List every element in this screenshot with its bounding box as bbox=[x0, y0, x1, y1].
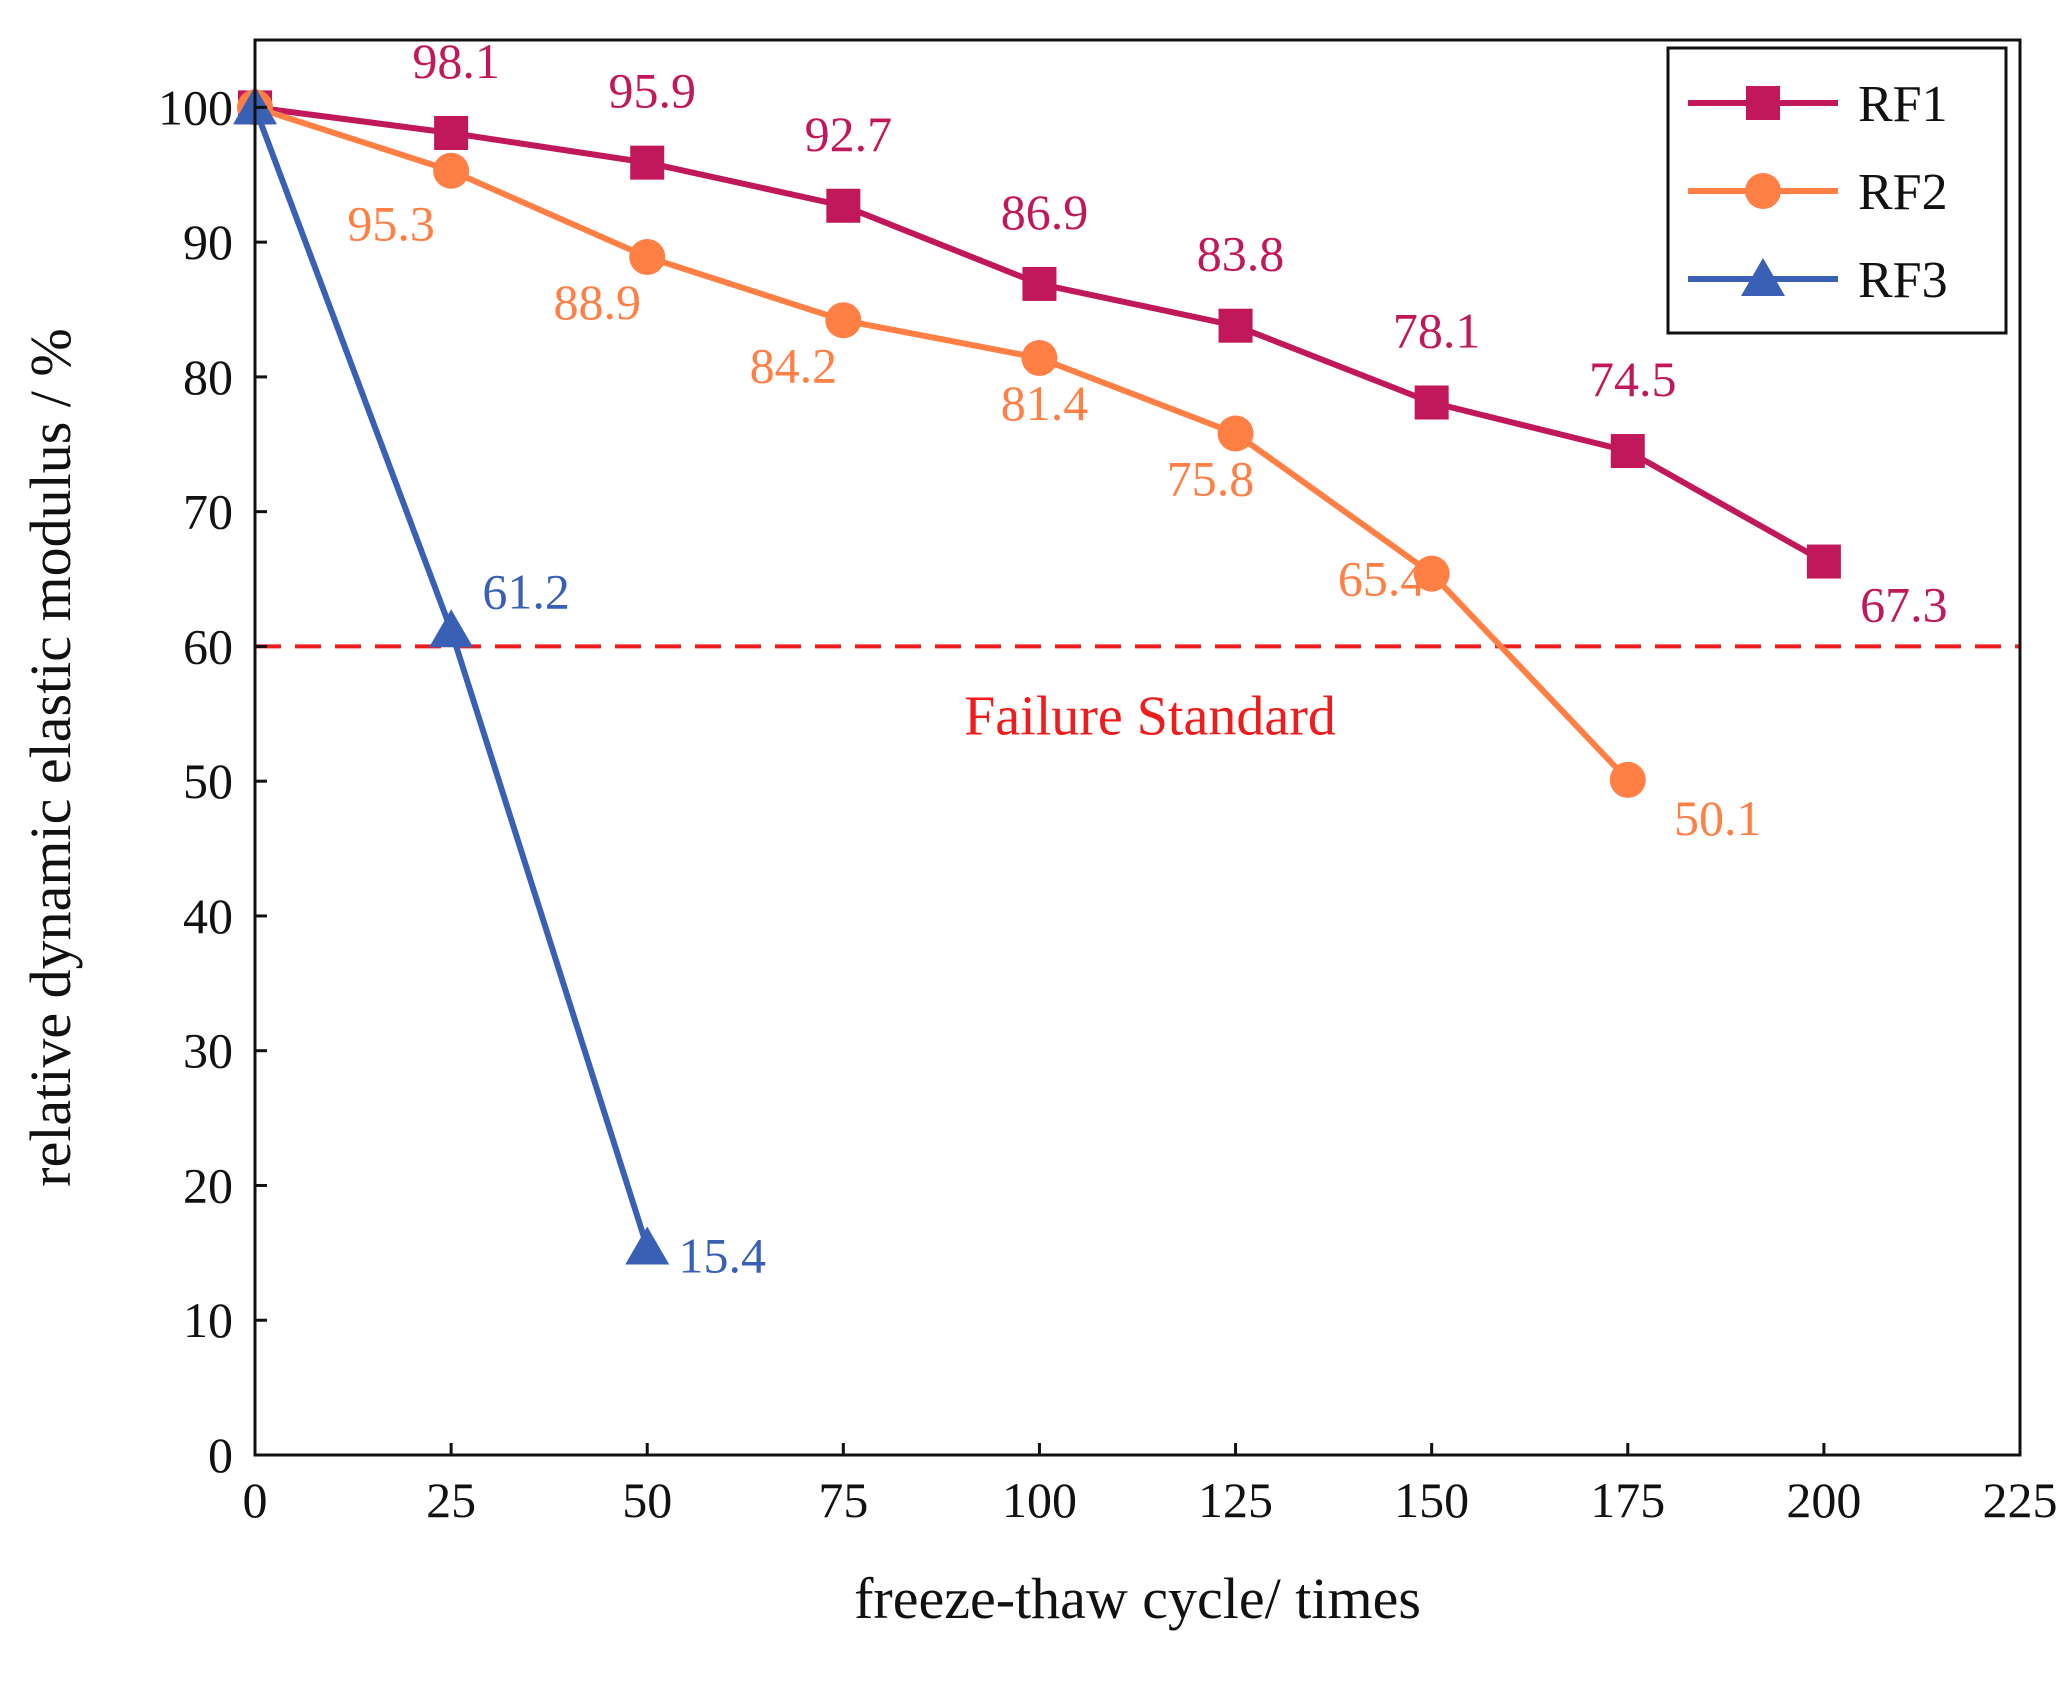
point-rf1-7 bbox=[1610, 434, 1645, 469]
y-axis-title: relative dynamic elastic modulus / % bbox=[18, 328, 83, 1186]
point-rf3-2 bbox=[625, 1226, 670, 1265]
y-tick-label-1: 10 bbox=[183, 1292, 233, 1348]
data-label-rf2-7: 50.1 bbox=[1674, 790, 1762, 846]
series-group bbox=[233, 86, 1841, 1265]
legend-marker-rf2 bbox=[1745, 173, 1781, 209]
y-tick-label-9: 90 bbox=[183, 214, 233, 270]
data-label-rf1-3: 92.7 bbox=[805, 106, 893, 162]
y-tick-label-5: 50 bbox=[183, 753, 233, 809]
series-rf2 bbox=[237, 89, 1646, 798]
y-tick-label-0: 0 bbox=[208, 1427, 233, 1483]
point-rf1-8 bbox=[1806, 544, 1841, 579]
point-rf1-3 bbox=[826, 188, 861, 223]
x-tick-label-3: 75 bbox=[818, 1472, 868, 1528]
y-tick-label-6: 60 bbox=[183, 618, 233, 674]
x-tick-label-8: 200 bbox=[1786, 1472, 1861, 1528]
failure-standard-group: Failure Standard bbox=[255, 644, 2020, 747]
legend-marker-rf3 bbox=[1741, 258, 1785, 296]
legend-label-rf3: RF3 bbox=[1858, 252, 1948, 309]
plot-area-frame bbox=[253, 38, 2022, 1457]
x-tick-label-4: 100 bbox=[1002, 1472, 1077, 1528]
data-label-rf1-7: 74.5 bbox=[1589, 351, 1677, 407]
point-rf2-1 bbox=[433, 152, 470, 189]
data-label-rf2-1: 95.3 bbox=[347, 196, 435, 252]
x-tick-label-5: 125 bbox=[1198, 1472, 1273, 1528]
data-label-rf1-4: 86.9 bbox=[1001, 184, 1089, 240]
y-tick-label-2: 20 bbox=[183, 1157, 233, 1213]
point-rf1-6 bbox=[1414, 385, 1449, 420]
data-label-rf1-2: 95.9 bbox=[608, 63, 696, 119]
data-labels-group: 98.1 95.9 92.7 86.9 83.8 78.1 74.5 67.3 95.3 88.9… bbox=[347, 33, 1947, 1283]
x-tick-label-6: 150 bbox=[1394, 1472, 1469, 1528]
data-label-rf1-6: 78.1 bbox=[1393, 303, 1481, 359]
series-rf3 bbox=[233, 86, 670, 1265]
series-rf1 bbox=[238, 90, 1841, 579]
legend-item-rf3: RF3 bbox=[1688, 252, 1948, 309]
y-tick-label-4: 40 bbox=[183, 888, 233, 944]
x-tick-label-9: 225 bbox=[1983, 1472, 2058, 1528]
point-rf2-7 bbox=[1609, 761, 1646, 798]
x-tick-label-2: 50 bbox=[622, 1472, 672, 1528]
point-rf3-1 bbox=[429, 609, 474, 648]
point-rf1-1 bbox=[434, 115, 469, 150]
data-label-rf2-2: 88.9 bbox=[553, 274, 641, 330]
legend-item-rf2: RF2 bbox=[1688, 164, 1948, 221]
y-tick-label-8: 80 bbox=[183, 349, 233, 405]
point-rf2-5 bbox=[1217, 415, 1254, 452]
data-label-rf2-5: 75.8 bbox=[1167, 451, 1255, 507]
axes-group: 0 25 50 75 100 125 150 175 200 225 0 10 20 30 40 50 60 70… bbox=[158, 79, 2058, 1528]
x-tick-label-0: 0 bbox=[243, 1472, 268, 1528]
legend-marker-rf1 bbox=[1746, 86, 1780, 120]
legend-item-rf1: RF1 bbox=[1688, 76, 1948, 133]
x-axis-title: freeze-thaw cycle/ times bbox=[854, 1566, 1421, 1631]
failure-standard-label: Failure Standard bbox=[964, 685, 1336, 747]
data-label-rf2-3: 84.2 bbox=[750, 337, 838, 393]
x-tick-label-7: 175 bbox=[1590, 1472, 1665, 1528]
y-tick-label-10: 100 bbox=[158, 79, 233, 135]
data-label-rf2-6: 65.4 bbox=[1338, 551, 1426, 607]
data-label-rf1-8: 67.3 bbox=[1860, 577, 1948, 633]
data-label-rf3-1: 61.2 bbox=[482, 563, 570, 619]
point-rf2-3 bbox=[825, 302, 862, 339]
point-rf2-6 bbox=[1413, 555, 1450, 592]
point-rf2-4 bbox=[1021, 340, 1058, 377]
legend: RF1 RF2 RF3 bbox=[1666, 46, 2008, 335]
point-rf1-5 bbox=[1218, 308, 1253, 343]
y-tick-label-3: 30 bbox=[183, 1023, 233, 1079]
y-tick-label-7: 70 bbox=[183, 484, 233, 540]
legend-label-rf2: RF2 bbox=[1858, 164, 1948, 221]
point-rf1-2 bbox=[630, 145, 665, 180]
x-tick-label-1: 25 bbox=[426, 1472, 476, 1528]
data-label-rf1-5: 83.8 bbox=[1197, 226, 1285, 282]
data-label-rf2-4: 81.4 bbox=[1001, 375, 1089, 431]
data-label-rf3-2: 15.4 bbox=[678, 1227, 766, 1283]
point-rf2-2 bbox=[629, 238, 666, 275]
point-rf1-4 bbox=[1022, 266, 1057, 301]
legend-label-rf1: RF1 bbox=[1858, 76, 1948, 133]
series-line-rf2 bbox=[254, 104, 1630, 782]
data-label-rf1-1: 98.1 bbox=[412, 33, 500, 89]
